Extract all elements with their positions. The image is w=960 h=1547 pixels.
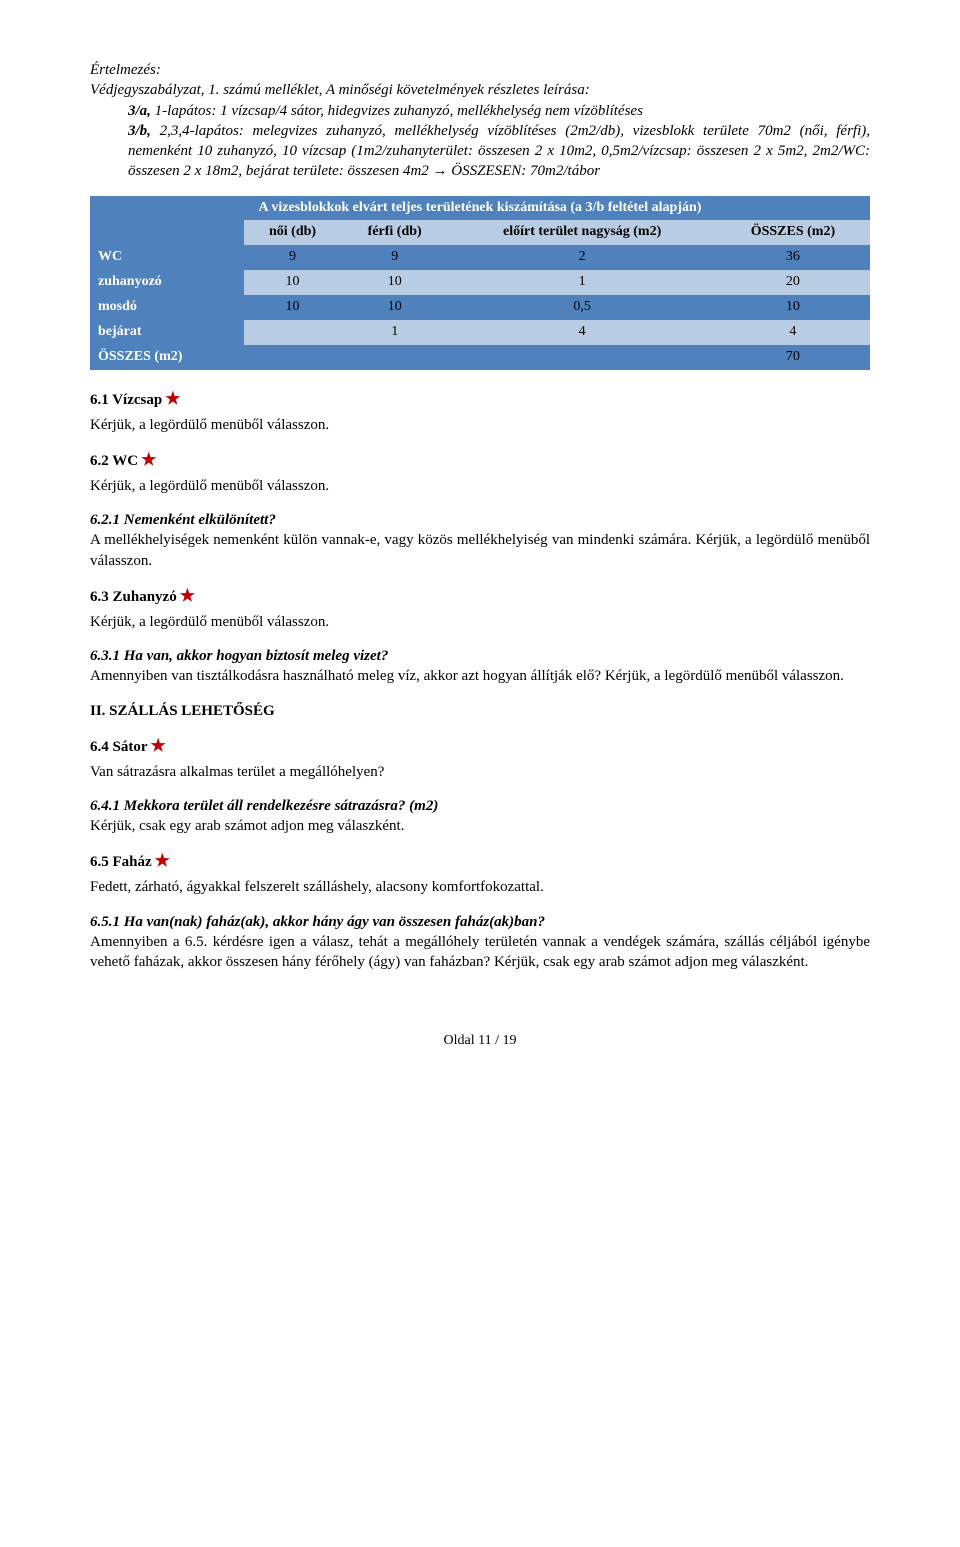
cell: 20 [716,270,870,295]
text-3a: 1-lapátos: 1 vízcsap/4 sátor, hidegvizes… [151,103,643,119]
heading-6-3-1: 6.3.1 Ha van, akkor hogyan biztosít mele… [90,646,870,666]
cell: 10 [716,295,870,320]
cell: 36 [716,245,870,270]
heading-6-3-text: 6.3 Zuhanyzó [90,589,177,605]
body-6-5: Fedett, zárható, ágyakkal felszerelt szá… [90,877,870,897]
cell: 10 [341,295,449,320]
label-3a: 3/a, [128,103,151,119]
cell: 9 [244,245,341,270]
interpretation-3b: 3/b, 2,3,4-lapátos: melegvizes zuhanyzó,… [128,121,870,182]
body-6-2: Kérjük, a legördülő menüből válasszon. [90,476,870,496]
heading-6-4-1: 6.4.1 Mekkora terület áll rendelkezésre … [90,796,870,816]
row-wc-label: WC [90,245,244,270]
interpretation-3a: 3/a, 1-lapátos: 1 vízcsap/4 sátor, hideg… [128,101,870,121]
table-caption: A vizesblokkok elvárt teljes területének… [90,196,870,221]
cell: 10 [244,295,341,320]
section-6-5-1: 6.5.1 Ha van(nak) faház(ak), akkor hány … [90,912,870,973]
table-row: zuhanyozó 10 10 1 20 [90,270,870,295]
body-6-1: Kérjük, a legördülő menüből válasszon. [90,415,870,435]
cell [341,345,449,370]
cell: 2 [448,245,715,270]
body-6-4: Van sátrazásra alkalmas terület a megáll… [90,762,870,782]
heading-6-1: 6.1 Vízcsap★ [90,388,870,411]
label-3b: 3/b, [128,123,151,139]
section-6-2-1: 6.2.1 Nemenként elkülönített? A mellékhe… [90,510,870,571]
section-6-5: 6.5 Faház★ Fedett, zárható, ágyakkal fel… [90,850,870,897]
body-6-4-1: Kérjük, csak egy arab számot adjon meg v… [90,816,870,836]
star-icon: ★ [162,389,180,408]
body-6-3-1: Amennyiben van tisztálkodásra használhat… [90,666,870,686]
heading-6-5-text: 6.5 Faház [90,854,152,870]
body-6-3: Kérjük, a legördülő menüből válasszon. [90,612,870,632]
section-6-3-1: 6.3.1 Ha van, akkor hogyan biztosít mele… [90,646,870,687]
heading-6-2-text: 6.2 WC [90,453,138,469]
section-6-4: 6.4 Sátor★ Van sátrazásra alkalmas terül… [90,735,870,782]
col-terulet: előírt terület nagyság (m2) [448,220,715,245]
table-row: ÖSSZES (m2) 70 [90,345,870,370]
star-icon: ★ [148,736,166,755]
table-corner [90,220,244,245]
heading-II: II. SZÁLLÁS LEHETŐSÉG [90,701,870,721]
cell [244,320,341,345]
cell: 1 [448,270,715,295]
heading-6-2: 6.2 WC★ [90,449,870,472]
text-3b: 2,3,4-lapátos: melegvizes zuhanyzó, mell… [128,123,870,180]
cell: 70 [716,345,870,370]
cell: 9 [341,245,449,270]
col-ferfi: férfi (db) [341,220,449,245]
section-6-1: 6.1 Vízcsap★ Kérjük, a legördülő menüből… [90,388,870,435]
heading-6-2-1: 6.2.1 Nemenként elkülönített? [90,510,870,530]
heading-6-5-1: 6.5.1 Ha van(nak) faház(ak), akkor hány … [90,912,870,932]
star-icon: ★ [138,450,156,469]
star-icon: ★ [177,586,195,605]
row-zuhany-label: zuhanyozó [90,270,244,295]
body-6-5-1: Amennyiben a 6.5. kérdésre igen a válasz… [90,932,870,973]
col-noi: női (db) [244,220,341,245]
interpretation-block: Értelmezés: Védjegyszabályzat, 1. számú … [90,60,870,182]
cell: 1 [341,320,449,345]
heading-6-4: 6.4 Sátor★ [90,735,870,758]
row-mosdo-label: mosdó [90,295,244,320]
row-bejarat-label: bejárat [90,320,244,345]
cell: 0,5 [448,295,715,320]
cell [244,345,341,370]
col-osszes: ÖSSZES (m2) [716,220,870,245]
section-6-2: 6.2 WC★ Kérjük, a legördülő menüből vála… [90,449,870,496]
heading-6-5: 6.5 Faház★ [90,850,870,873]
heading-6-4-text: 6.4 Sátor [90,739,148,755]
cell: 10 [341,270,449,295]
heading-6-1-text: 6.1 Vízcsap [90,392,162,408]
section-6-4-1: 6.4.1 Mekkora terület áll rendelkezésre … [90,796,870,837]
cell [448,345,715,370]
interpretation-line1: Védjegyszabályzat, 1. számú melléklet, A… [90,80,870,100]
interpretation-title: Értelmezés: [90,60,870,80]
cell: 4 [716,320,870,345]
star-icon: ★ [152,851,170,870]
page-footer: Oldal 11 / 19 [90,1032,870,1051]
row-osszes-label: ÖSSZES (m2) [90,345,244,370]
section-II: II. SZÁLLÁS LEHETŐSÉG [90,701,870,721]
body-6-2-1: A mellékhelyiségek nemenként külön vanna… [90,530,870,571]
table-row: WC 9 9 2 36 [90,245,870,270]
section-6-3: 6.3 Zuhanyzó★ Kérjük, a legördülő menübő… [90,585,870,632]
heading-6-3: 6.3 Zuhanyzó★ [90,585,870,608]
calculation-table: A vizesblokkok elvárt teljes területének… [90,196,870,370]
table-row: mosdó 10 10 0,5 10 [90,295,870,320]
cell: 10 [244,270,341,295]
cell: 4 [448,320,715,345]
table-row: bejárat 1 4 4 [90,320,870,345]
